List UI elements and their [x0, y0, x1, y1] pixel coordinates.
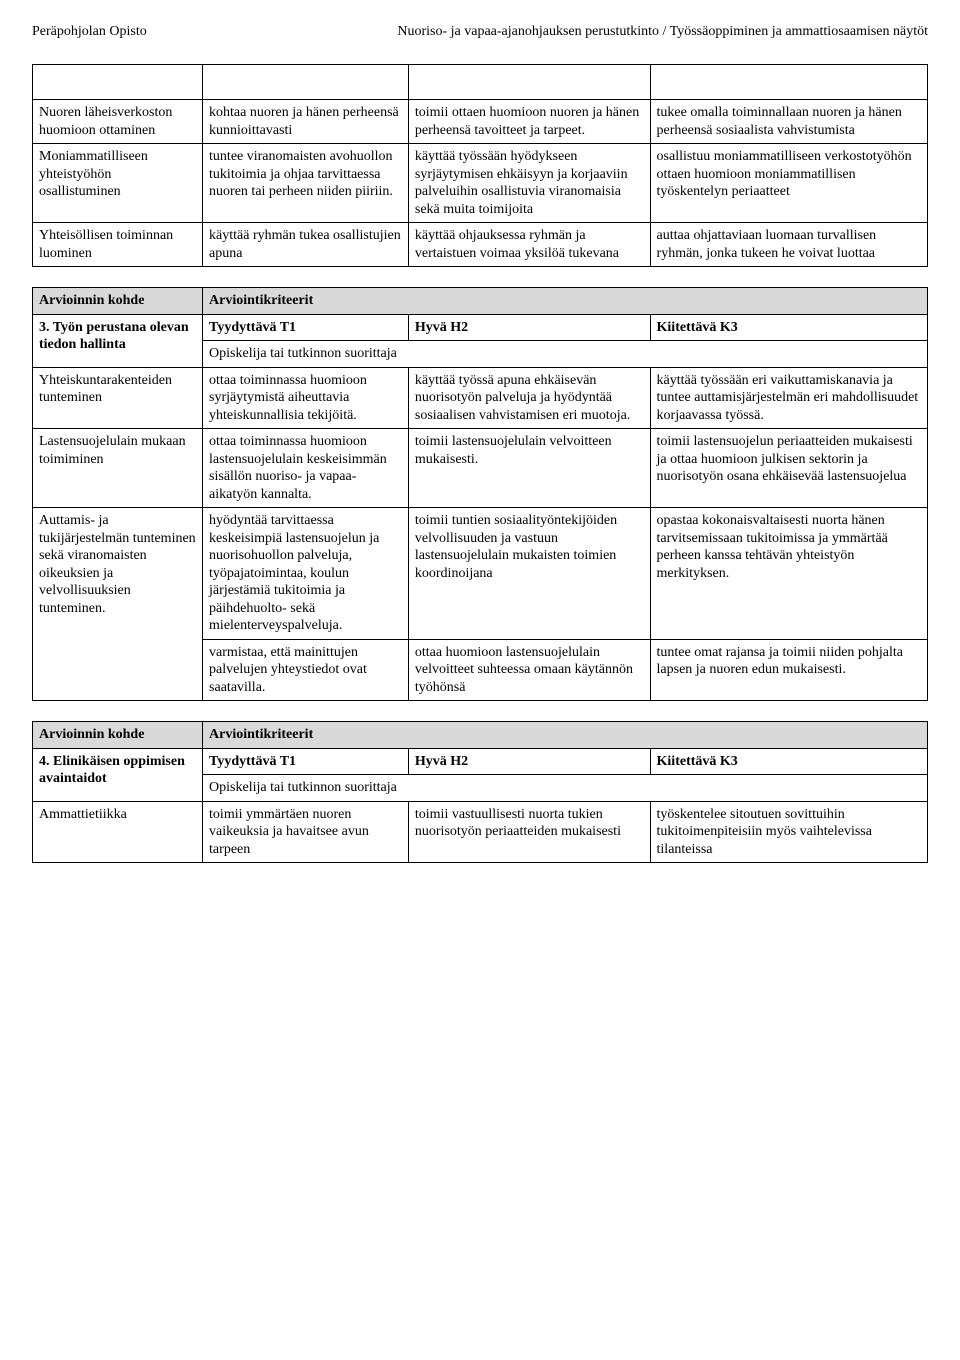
- subheader-row: 3. Työn perustana olevan tiedon hallinta…: [33, 314, 928, 341]
- cell-empty: [33, 65, 203, 100]
- cell: Auttamis- ja tukijärjestelmän tunteminen…: [33, 508, 203, 701]
- table-row: Lastensuojelulain mukaan toimiminen otta…: [33, 429, 928, 508]
- cell: käyttää työssä apuna ehkäisevän nuorisot…: [408, 367, 650, 429]
- cell: Yhteiskuntarakenteiden tunteminen: [33, 367, 203, 429]
- cell-empty: [408, 65, 650, 100]
- cell: tuntee viranomaisten avohuollon tukitoim…: [203, 144, 409, 223]
- cell: toimii lastensuojelulain velvoitteen muk…: [408, 429, 650, 508]
- subheader-c3: Hyvä H2: [408, 314, 650, 341]
- table-row: Yhteiskuntarakenteiden tunteminen ottaa …: [33, 367, 928, 429]
- table-row: Yhteisöllisen toiminnan luominen käyttää…: [33, 223, 928, 267]
- subheader-row: 4. Elinikäisen oppimisen avaintaidot Tyy…: [33, 748, 928, 775]
- section-header-row: Arvioinnin kohde Arviointikriteerit: [33, 722, 928, 749]
- cell: ottaa huomioon lastensuojelulain velvoit…: [408, 639, 650, 701]
- cell: Nuoren läheisverkoston huomioon ottamine…: [33, 100, 203, 144]
- header-left: Peräpohjolan Opisto: [32, 24, 147, 40]
- table-row: Ammattietiikka toimii ymmärtäen nuoren v…: [33, 801, 928, 863]
- section-header-right: Arviointikriteerit: [203, 288, 928, 315]
- cell: osallistuu moniammatilliseen verkostotyö…: [650, 144, 927, 223]
- subheader-c4: Kiitettävä K3: [650, 748, 927, 775]
- table-row: Nuoren läheisverkoston huomioon ottamine…: [33, 100, 928, 144]
- cell: ottaa toiminnassa huomioon syrjäytymistä…: [203, 367, 409, 429]
- cell: Lastensuojelulain mukaan toimiminen: [33, 429, 203, 508]
- table-row: [33, 65, 928, 100]
- cell: käyttää ryhmän tukea osallistujien apuna: [203, 223, 409, 267]
- section-header-row: Arvioinnin kohde Arviointikriteerit: [33, 288, 928, 315]
- cell: toimii tuntien sosiaalityöntekijöiden ve…: [408, 508, 650, 640]
- table-row: Auttamis- ja tukijärjestelmän tunteminen…: [33, 508, 928, 640]
- table-row: Moniammatilliseen yhteistyöhön osallistu…: [33, 144, 928, 223]
- page-header: Peräpohjolan Opisto Nuoriso- ja vapaa-aj…: [32, 24, 928, 40]
- cell: toimii vastuullisesti nuorta tukien nuor…: [408, 801, 650, 863]
- opiskelija-cell: Opiskelija tai tutkinnon suorittaja: [203, 341, 928, 368]
- subheader-left: 3. Työn perustana olevan tiedon hallinta: [33, 314, 203, 367]
- subheader-c2: Tyydyttävä T1: [203, 314, 409, 341]
- cell: toimii ymmärtäen nuoren vaikeuksia ja ha…: [203, 801, 409, 863]
- subheader-c2: Tyydyttävä T1: [203, 748, 409, 775]
- cell: Yhteisöllisen toiminnan luominen: [33, 223, 203, 267]
- opiskelija-cell: Opiskelija tai tutkinnon suorittaja: [203, 775, 928, 802]
- cell: kohtaa nuoren ja hänen perheensä kunnioi…: [203, 100, 409, 144]
- cell: ottaa toiminnassa huomioon lastensuojelu…: [203, 429, 409, 508]
- cell: työskentelee sitoutuen sovittuihin tukit…: [650, 801, 927, 863]
- table-1: Nuoren läheisverkoston huomioon ottamine…: [32, 64, 928, 267]
- header-right: Nuoriso- ja vapaa-ajanohjauksen perustut…: [397, 24, 928, 40]
- table-3: Arvioinnin kohde Arviointikriteerit 4. E…: [32, 721, 928, 863]
- cell: käyttää työssään hyödykseen syrjäytymise…: [408, 144, 650, 223]
- table-2: Arvioinnin kohde Arviointikriteerit 3. T…: [32, 287, 928, 701]
- cell: hyödyntää tarvittaessa keskeisimpiä last…: [203, 508, 409, 640]
- cell: Ammattietiikka: [33, 801, 203, 863]
- cell: varmistaa, että mainittujen palvelujen y…: [203, 639, 409, 701]
- cell: toimii ottaen huomioon nuoren ja hänen p…: [408, 100, 650, 144]
- cell: Moniammatilliseen yhteistyöhön osallistu…: [33, 144, 203, 223]
- cell: tuntee omat rajansa ja toimii niiden poh…: [650, 639, 927, 701]
- section-header-left: Arvioinnin kohde: [33, 288, 203, 315]
- subheader-left: 4. Elinikäisen oppimisen avaintaidot: [33, 748, 203, 801]
- cell-empty: [203, 65, 409, 100]
- cell: opastaa kokonaisvaltaisesti nuorta hänen…: [650, 508, 927, 640]
- cell: käyttää työssään eri vaikuttamiskanavia …: [650, 367, 927, 429]
- section-header-right: Arviointikriteerit: [203, 722, 928, 749]
- cell: toimii lastensuojelun periaatteiden muka…: [650, 429, 927, 508]
- section-header-left: Arvioinnin kohde: [33, 722, 203, 749]
- cell: auttaa ohjattaviaan luomaan turvallisen …: [650, 223, 927, 267]
- cell: tukee omalla toiminnallaan nuoren ja hän…: [650, 100, 927, 144]
- subheader-c3: Hyvä H2: [408, 748, 650, 775]
- subheader-c4: Kiitettävä K3: [650, 314, 927, 341]
- cell: käyttää ohjauksessa ryhmän ja vertaistue…: [408, 223, 650, 267]
- cell-empty: [650, 65, 927, 100]
